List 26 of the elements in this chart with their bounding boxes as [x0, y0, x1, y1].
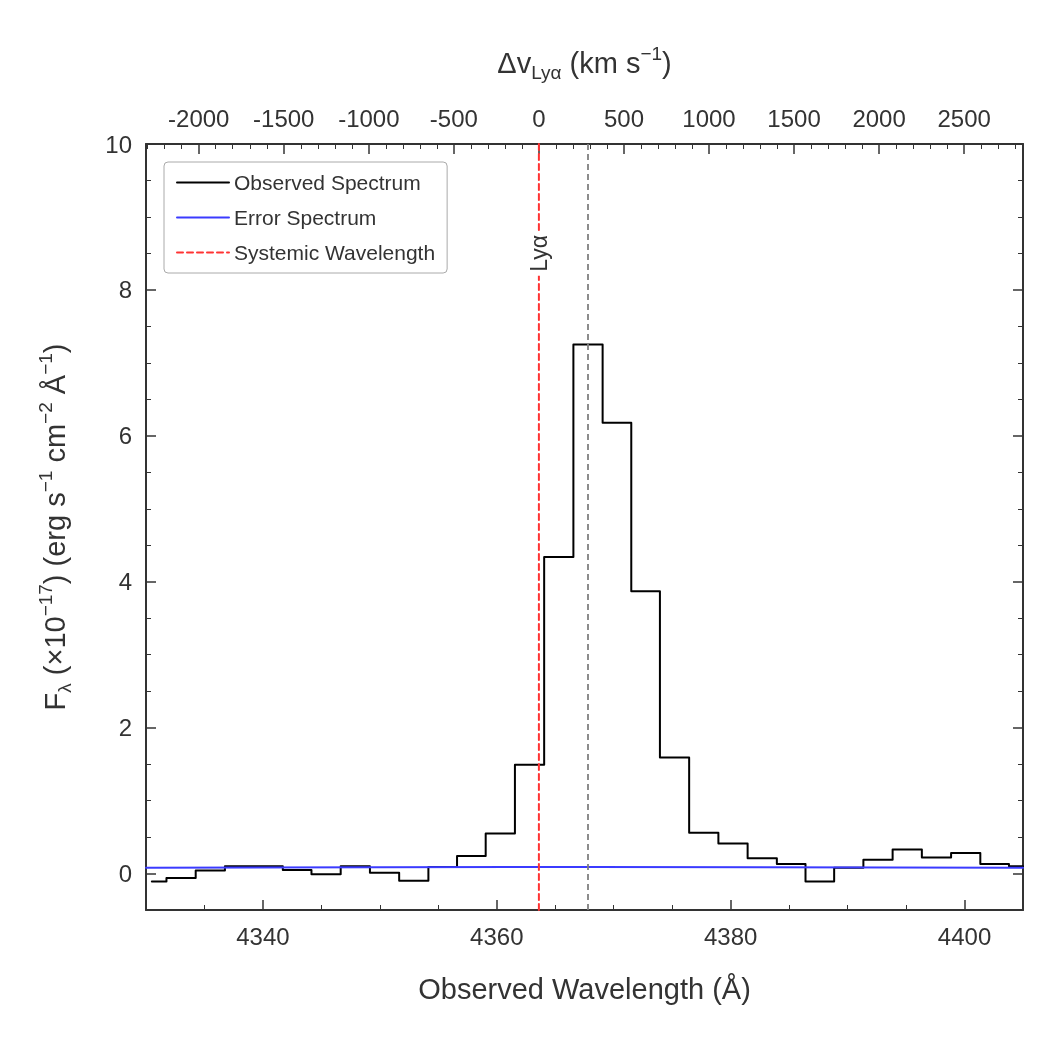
legend-label: Systemic Wavelength — [234, 241, 436, 264]
x2-tick-label: 500 — [603, 104, 644, 132]
x2-tick-label: 2000 — [852, 104, 906, 132]
y-tick-label: 4 — [118, 568, 132, 596]
x-axis-title: Observed Wavelength (Å) — [418, 973, 751, 1005]
x2-tick-label: 0 — [532, 104, 546, 132]
x-tick-label: 4340 — [236, 922, 290, 950]
y-tick-label: 2 — [118, 714, 132, 742]
y-tick-label: 8 — [118, 276, 132, 304]
annotation: Lyα — [525, 235, 552, 272]
legend-label: Observed Spectrum — [234, 171, 421, 194]
x2-tick-label: -1000 — [338, 104, 400, 132]
legend-label: Error Spectrum — [234, 206, 377, 229]
x2-tick-label: -500 — [429, 104, 478, 132]
x2-tick-label: 1000 — [682, 104, 736, 132]
x-tick-label: 4380 — [703, 922, 758, 950]
y-tick-label: 10 — [105, 130, 132, 158]
x2-tick-label: -2000 — [168, 104, 230, 132]
text: Fλ (×10−17) (erg s−1 cm−2 Å−1) — [35, 343, 75, 711]
y-tick-label: 0 — [118, 860, 132, 888]
y-tick-label: 6 — [118, 422, 132, 450]
x-tick-label: 4360 — [470, 922, 524, 950]
x2-tick-label: 2500 — [937, 104, 991, 132]
x2-tick-label: -1500 — [253, 104, 315, 132]
x-tick-label: 4400 — [937, 922, 992, 950]
x2-tick-label: 1500 — [767, 104, 821, 132]
